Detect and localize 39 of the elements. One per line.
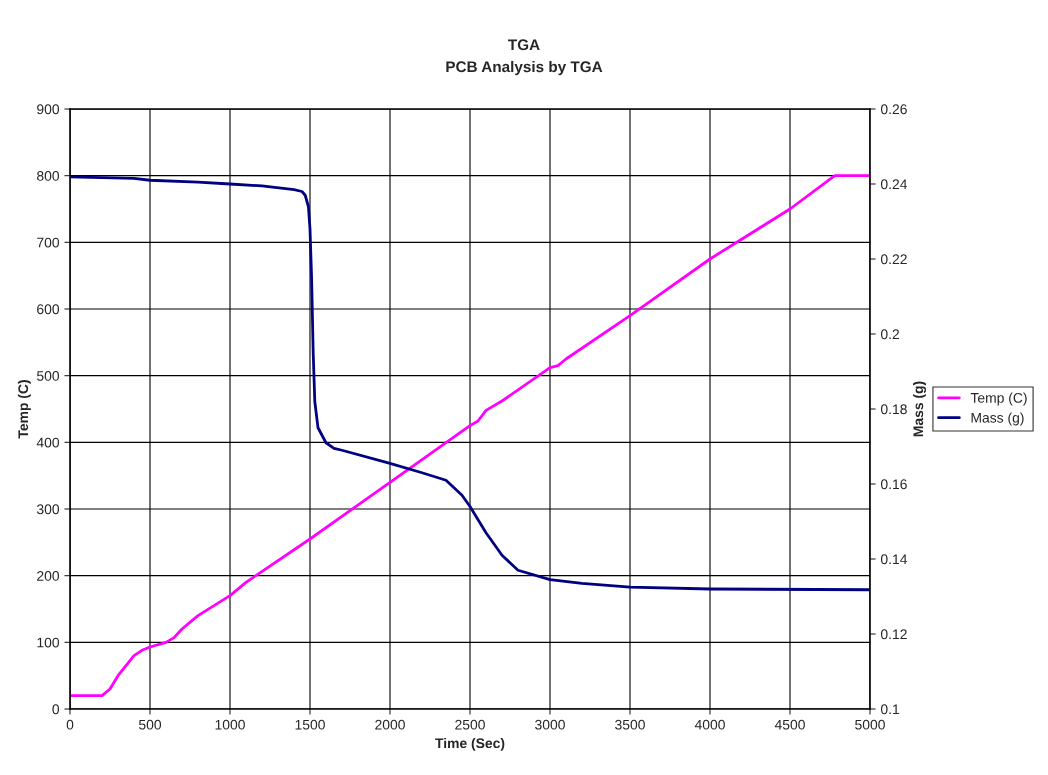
- x-tick-label: 3000: [535, 719, 565, 730]
- y-tick-label: 400: [36, 437, 60, 448]
- x-tick-label: 1000: [215, 719, 245, 730]
- x-tick-label: 5000: [855, 719, 885, 730]
- y2-tick-label: 0.24: [880, 179, 908, 190]
- x-tick-label: 3500: [615, 719, 645, 730]
- x-tick-label: 4000: [694, 719, 725, 730]
- y-tick-label: 500: [36, 371, 60, 381]
- x-tick-label: 2500: [455, 719, 485, 730]
- legend-label: Temp (C): [970, 392, 1027, 406]
- chart-subtitle: PCB Analysis by TGA: [446, 60, 603, 76]
- chart-title: TGA: [508, 39, 540, 51]
- x-tick-label: 500: [138, 719, 162, 730]
- x-tick-label: 2000: [375, 719, 405, 730]
- y2-tick-label: 0.22: [880, 254, 907, 265]
- y2-tick-label: 0.14: [880, 554, 908, 565]
- x-tick-label: 0: [66, 719, 74, 730]
- y-tick-label: 800: [37, 171, 60, 181]
- y2-tick-label: 0.12: [880, 629, 907, 640]
- y2-axis-title: Mass (g): [913, 381, 927, 437]
- x-tick-label: 4500: [774, 719, 805, 730]
- y-tick-label: 0: [52, 704, 60, 715]
- y2-tick-label: 0.26: [880, 104, 907, 115]
- y-axis-title: Temp (C): [17, 380, 31, 439]
- x-axis-title: Time (Sec): [435, 737, 505, 751]
- y-tick-label: 300: [36, 504, 60, 515]
- y2-tick-label: 0.18: [880, 404, 907, 415]
- y-tick-label: 900: [37, 104, 60, 115]
- legend-label: Mass (g): [971, 412, 1024, 426]
- y-tick-label: 700: [37, 237, 60, 248]
- line-series: [70, 174, 870, 698]
- y2-tick-label: 0.16: [880, 479, 907, 490]
- y-tick-label: 200: [37, 571, 60, 581]
- y2-tick-label: 0.2: [880, 329, 900, 340]
- y2-tick-label: 0.1: [880, 704, 900, 715]
- y-tick-label: 600: [37, 304, 60, 315]
- x-tick-label: 1500: [295, 719, 325, 730]
- line-series: [70, 175, 870, 592]
- y-tick-label: 100: [37, 637, 60, 648]
